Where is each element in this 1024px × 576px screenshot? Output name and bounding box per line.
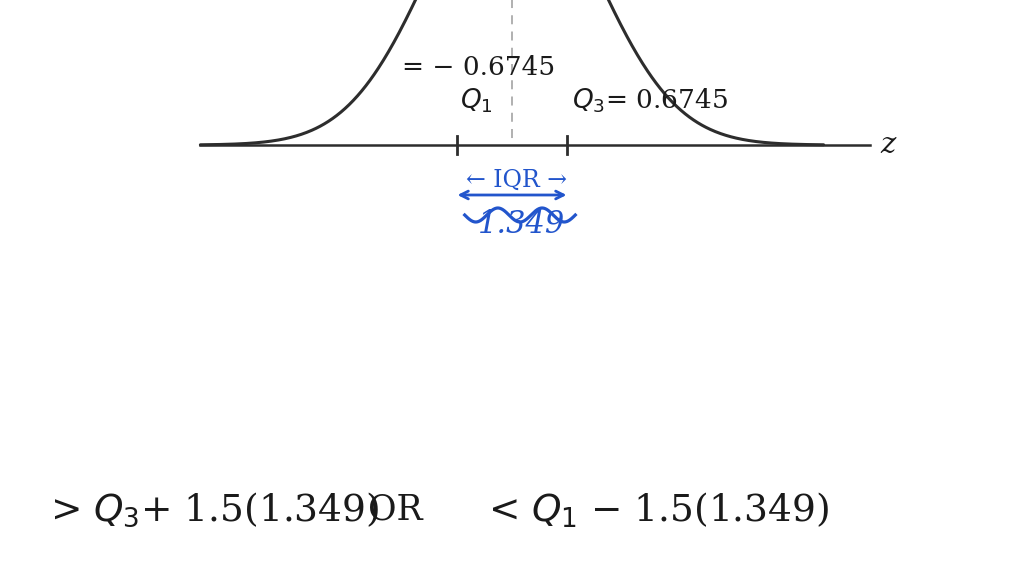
Text: z: z bbox=[880, 131, 895, 159]
Text: $Q_1$: $Q_1$ bbox=[460, 86, 493, 115]
Text: = − 0.6745: = − 0.6745 bbox=[401, 55, 555, 80]
Text: < $Q_1$ − 1.5(1.349): < $Q_1$ − 1.5(1.349) bbox=[488, 490, 829, 530]
Text: OR: OR bbox=[368, 493, 422, 527]
Text: $Q_3$= 0.6745: $Q_3$= 0.6745 bbox=[572, 86, 728, 115]
Text: ← IQR →: ← IQR → bbox=[467, 169, 567, 192]
Text: 1.349: 1.349 bbox=[478, 209, 565, 240]
Text: > $Q_3$+ 1.5(1.349): > $Q_3$+ 1.5(1.349) bbox=[50, 491, 379, 529]
